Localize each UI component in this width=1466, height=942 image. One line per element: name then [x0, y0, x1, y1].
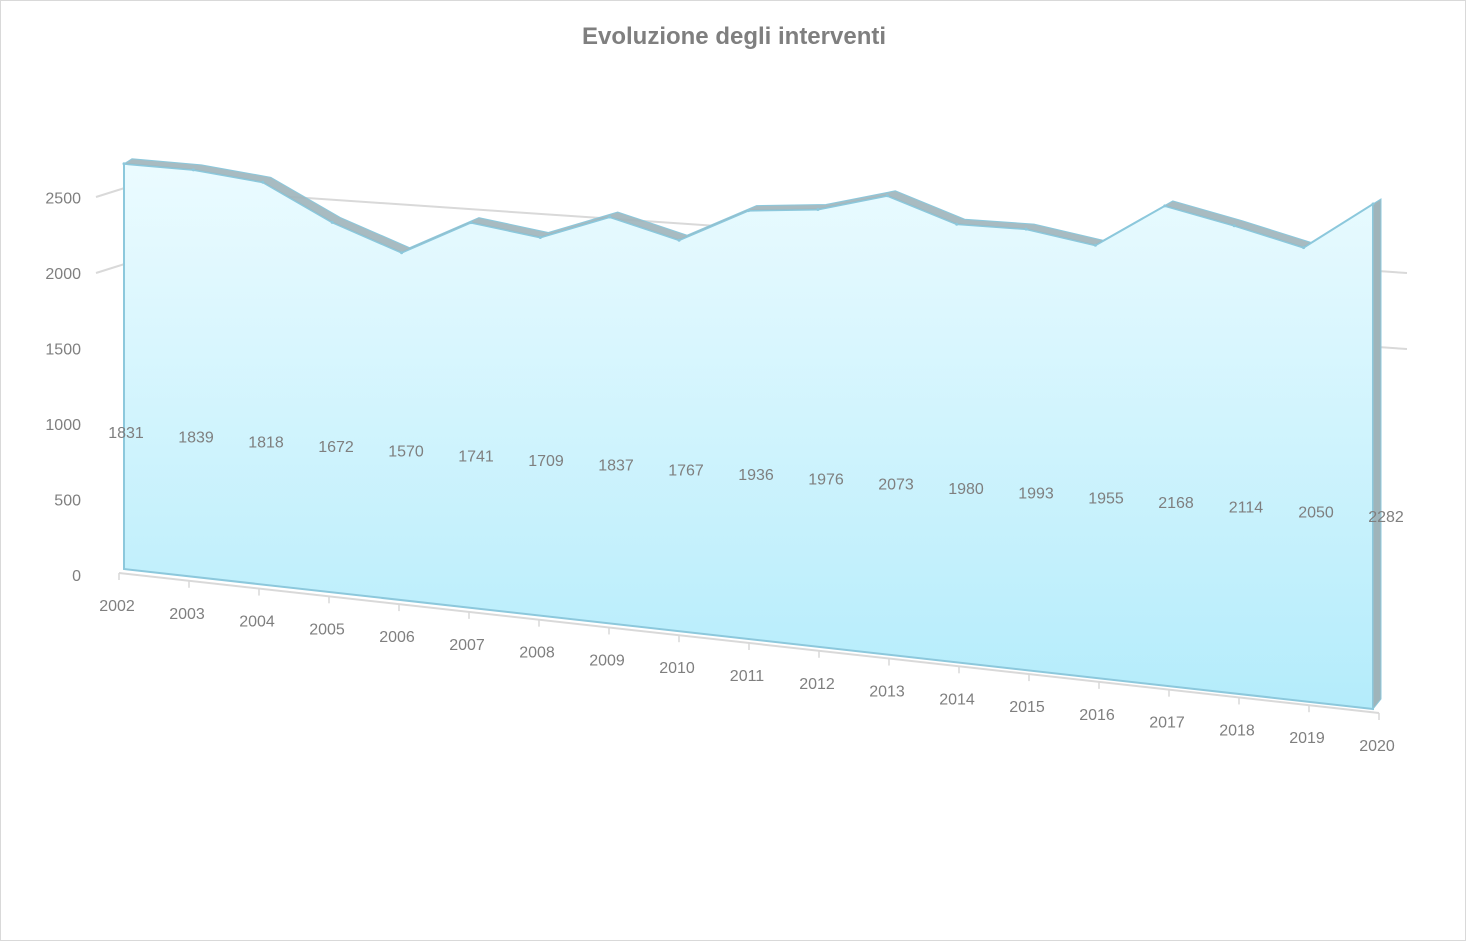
x-tick-label: 2008	[519, 645, 555, 662]
data-label-2003: 1839	[178, 430, 214, 447]
data-label-2002: 1831	[108, 425, 144, 442]
data-label-2018: 2114	[1229, 500, 1264, 517]
x-axis-ticks: 2002 2003 2004 2005 2006 2007 2008 2009 2010 2011…	[99, 572, 1395, 755]
data-label-2013: 2073	[878, 476, 914, 493]
data-label-2014: 1980	[948, 481, 984, 498]
data-point-2016	[1093, 243, 1097, 247]
x-tick-label: 2004	[239, 614, 275, 631]
x-tick-label: 2020	[1359, 738, 1395, 755]
data-label-2011: 1936	[738, 467, 774, 484]
y-axis-ticks: 0 500 1000 1500 2000 2500	[45, 191, 81, 586]
x-tick-label: 2007	[449, 637, 485, 654]
x-tick-label: 2016	[1079, 707, 1115, 724]
x-tick-label: 2013	[869, 684, 905, 701]
data-point-2013	[885, 194, 889, 198]
y-tick-label: 1500	[45, 342, 81, 359]
x-tick-label: 2005	[309, 621, 345, 638]
data-label-2016: 1955	[1088, 490, 1124, 507]
x-tick-label: 2014	[939, 691, 975, 708]
x-tick-label: 2017	[1149, 715, 1185, 732]
data-label-2010: 1767	[668, 462, 704, 479]
data-label-2015: 1993	[1018, 486, 1054, 503]
data-label-2017: 2168	[1158, 495, 1194, 512]
x-tick-label: 2019	[1289, 730, 1325, 747]
data-point-2003	[191, 168, 195, 172]
data-point-2002	[122, 162, 126, 166]
y-tick-label: 2500	[45, 191, 81, 208]
x-tick-label: 2006	[379, 629, 415, 646]
data-label-2008: 1709	[528, 453, 564, 470]
data-point-2007	[469, 221, 473, 225]
data-label-2012: 1976	[808, 472, 844, 489]
x-tick-label: 2015	[1009, 699, 1045, 716]
data-labels: 1831 1839 1818 1672 1570 1741 1709 1837 1767 1936…	[108, 425, 1404, 526]
x-tick-label: 2018	[1219, 722, 1255, 739]
data-point-2018	[1232, 224, 1236, 228]
x-tick-label: 2010	[659, 660, 695, 677]
data-point-2005	[330, 220, 334, 224]
data-point-2011	[747, 209, 750, 213]
data-point-2014	[955, 222, 959, 226]
y-tick-label: 0	[72, 568, 81, 585]
data-point-2004	[261, 180, 265, 184]
y-tick-label: 2000	[45, 266, 81, 283]
area-series	[122, 158, 1382, 711]
data-point-2008	[538, 236, 542, 239]
data-label-2004: 1818	[248, 434, 284, 451]
data-point-2019	[1302, 246, 1306, 250]
x-tick-label: 2002	[99, 598, 135, 615]
data-point-2010	[677, 238, 681, 242]
data-label-2019: 2050	[1298, 504, 1334, 521]
data-point-2020	[1371, 202, 1375, 206]
data-point-2015	[1024, 227, 1028, 231]
area-right-side	[1372, 198, 1382, 711]
chart-title: Evoluzione degli interventi	[582, 23, 886, 50]
data-point-2006	[400, 251, 404, 255]
y-tick-label: 1000	[45, 417, 81, 434]
data-label-2005: 1672	[318, 439, 354, 456]
data-label-2007: 1741	[458, 448, 494, 465]
data-point-2017	[1163, 204, 1167, 208]
x-tick-label: 2003	[169, 606, 205, 623]
x-tick-label: 2009	[589, 652, 625, 669]
x-tick-label: 2012	[799, 676, 835, 693]
x-tick-label: 2011	[730, 668, 765, 685]
data-label-2009: 1837	[598, 458, 634, 475]
data-point-2012	[816, 208, 820, 211]
data-label-2006: 1570	[388, 444, 424, 461]
data-label-2020: 2282	[1368, 509, 1404, 526]
data-point-2009	[608, 215, 612, 219]
y-tick-label: 500	[54, 493, 81, 510]
